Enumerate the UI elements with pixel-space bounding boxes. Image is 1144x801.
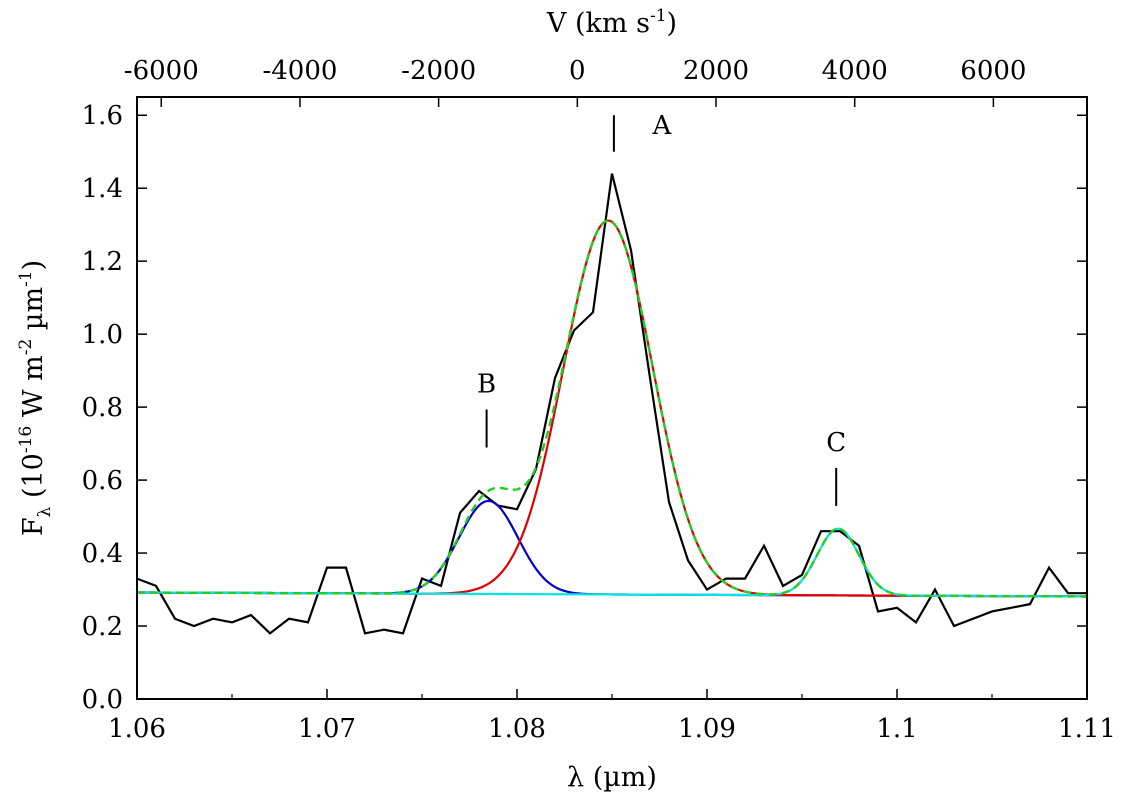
- x-axis-label: λ (µm): [567, 762, 657, 793]
- y-axis-label-mid1: (10: [18, 453, 49, 506]
- top-tick-label: 2000: [683, 56, 749, 86]
- axes: 1.06 1.07 1.08 1.09 1.1 1.11 0.0 0.2 0.4 0.6 0.8 1.…: [82, 56, 1116, 744]
- marker-C-label: C: [826, 428, 846, 458]
- y-tick-label: 1.6: [82, 101, 123, 131]
- marker-B-label: B: [477, 370, 496, 400]
- x-tick-label: 1.1: [876, 714, 917, 744]
- y-axis-label-sub: λ: [35, 506, 55, 517]
- y-tick-label: 1.4: [82, 174, 123, 204]
- top-tick-label: -2000: [401, 56, 476, 86]
- y-axis-label: Fλ (10-16 W m-2 µm-1): [16, 260, 55, 536]
- top-tick-label: 6000: [960, 56, 1026, 86]
- y-axis-label-sup2: -2: [16, 339, 36, 356]
- x-tick-label: 1.06: [108, 714, 166, 744]
- y-axis-label-sup3: -1: [16, 270, 36, 287]
- component-A-fit-line: [136, 219, 1088, 598]
- y-tick-label: 1.2: [82, 247, 123, 277]
- observed-spectrum-line: [136, 173, 1087, 635]
- y-tick-label: 0.0: [82, 685, 123, 715]
- top-tick-label: 0: [569, 56, 586, 86]
- y-tick-label: 0.8: [82, 393, 123, 423]
- top-tick-label: 4000: [822, 56, 888, 86]
- top-axis-label-sup: -1: [650, 6, 667, 26]
- marker-A-label: A: [652, 111, 673, 141]
- component-B-fit-line: [136, 499, 1088, 598]
- y-tick-label: 0.6: [82, 466, 123, 496]
- total-fit-line: [136, 219, 1088, 598]
- y-tick-label: 0.4: [82, 539, 123, 569]
- top-axis-label-end: ): [667, 8, 678, 39]
- x-tick-label: 1.09: [678, 714, 736, 744]
- y-axis-label-mid3: µm: [18, 287, 49, 339]
- top-tick-label: -6000: [124, 56, 199, 86]
- y-axis-label-mid2: W m: [18, 355, 49, 426]
- top-axis-label-main: V (km s: [546, 8, 650, 39]
- y-tick-label: 1.0: [82, 320, 123, 350]
- top-axis-label: V (km s-1): [546, 6, 677, 39]
- x-tick-label: 1.11: [1058, 714, 1116, 744]
- top-tick-label: -4000: [262, 56, 337, 86]
- y-tick-label: 0.2: [82, 612, 123, 642]
- y-axis-label-sup1: -16: [16, 426, 36, 453]
- x-tick-label: 1.07: [298, 714, 356, 744]
- plot-area: A B C: [136, 111, 1088, 635]
- component-C-fit-line: [136, 527, 1088, 598]
- x-tick-label: 1.08: [488, 714, 546, 744]
- y-axis-label-end: ): [18, 260, 49, 271]
- y-axis-label-main: F: [18, 517, 49, 536]
